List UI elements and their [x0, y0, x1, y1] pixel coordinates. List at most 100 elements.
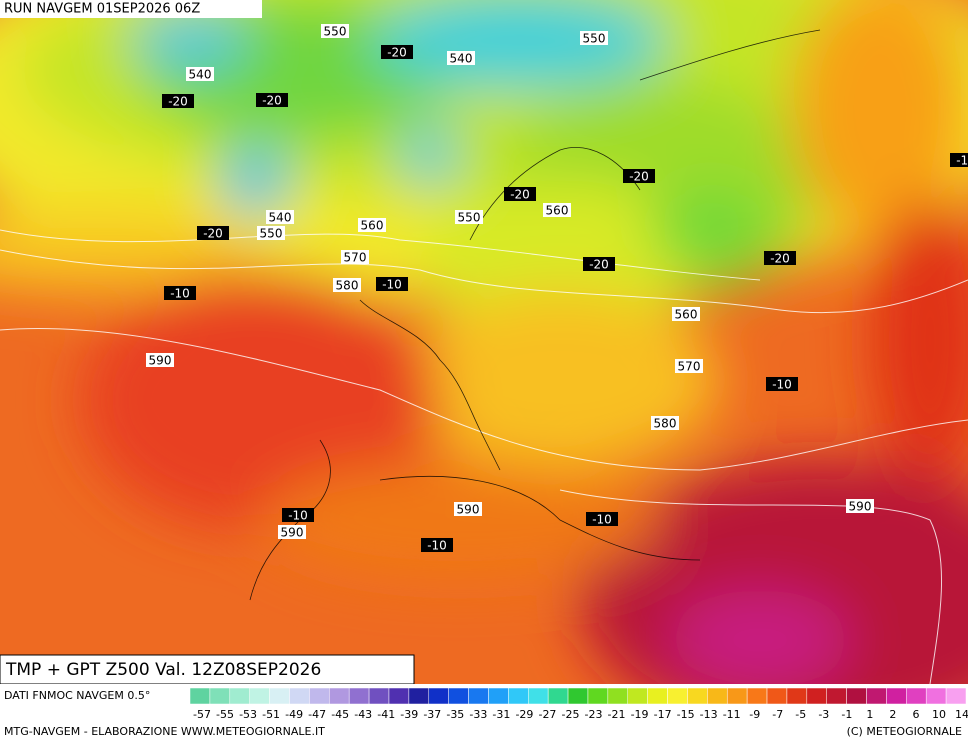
- gpt-label-bg: [455, 210, 483, 224]
- colorbar-label: -45: [331, 708, 349, 721]
- color-swatch: [249, 687, 270, 705]
- tmp-label-bg: [623, 169, 655, 183]
- tmp-label-bg: [950, 153, 968, 167]
- colorbar-label: -39: [400, 708, 418, 721]
- color-swatch: [209, 687, 231, 705]
- color-swatch: [746, 687, 768, 705]
- color-swatch: [408, 687, 430, 705]
- gpt-label: 590: [281, 526, 304, 540]
- color-swatch: [726, 687, 748, 705]
- color-swatch: [866, 687, 887, 705]
- color-swatch: [547, 687, 569, 705]
- colorbar-label: -47: [308, 708, 326, 721]
- colorbar-label: -21: [608, 708, 626, 721]
- colorbar-label: 1: [866, 708, 873, 721]
- gpt-label: 560: [361, 219, 384, 233]
- tmp-label: -20: [589, 258, 609, 272]
- tmp-label: -10: [288, 509, 308, 523]
- gpt-label: 590: [849, 500, 872, 514]
- gpt-label-bg: [672, 307, 700, 321]
- gpt-label: 570: [344, 251, 367, 265]
- gpt-label: 550: [583, 32, 606, 46]
- tmp-label: -20: [203, 227, 223, 241]
- tmp-label-bg: [764, 251, 796, 265]
- color-swatch: [925, 687, 947, 705]
- color-swatch: [348, 687, 370, 705]
- color-swatch: [906, 687, 927, 705]
- colorbar-label: -53: [239, 708, 257, 721]
- colorbar-label: -23: [585, 708, 603, 721]
- color-swatch: [368, 687, 390, 705]
- color-swatch: [945, 687, 967, 705]
- gpt-label-bg: [651, 416, 679, 430]
- color-swatch: [488, 687, 509, 705]
- color-swatch: [846, 687, 867, 705]
- color-swatch: [667, 687, 688, 705]
- color-swatch: [766, 687, 788, 705]
- colorbar-label: -51: [262, 708, 280, 721]
- tmp-label-bg: [381, 45, 413, 59]
- color-swatch: [468, 687, 489, 705]
- color-swatch: [786, 687, 808, 705]
- color-swatch: [309, 687, 330, 705]
- color-swatch: [189, 687, 211, 705]
- color-swatch: [607, 687, 628, 705]
- gpt-label-bg: [257, 226, 285, 240]
- gpt-label: 560: [675, 308, 698, 322]
- colorbar-label: -57: [193, 708, 211, 721]
- tmp-label-bg: [583, 257, 615, 271]
- color-swatch: [627, 687, 648, 705]
- colorbar-label: -3: [818, 708, 829, 721]
- credit: MTG-NAVGEM - ELABORAZIONE WWW.METEOGIORN…: [4, 725, 325, 738]
- color-swatch: [587, 687, 609, 705]
- tmp-label: -10: [170, 287, 190, 301]
- tmp-label: -20: [387, 46, 407, 60]
- colorbar-label: -41: [377, 708, 395, 721]
- tmp-label-bg: [586, 512, 618, 526]
- colorbar-label: 10: [932, 708, 946, 721]
- colorbar-label: -9: [749, 708, 760, 721]
- gpt-label: 560: [546, 204, 569, 218]
- colorbar-label: -33: [469, 708, 487, 721]
- gpt-label: 580: [654, 417, 677, 431]
- color-swatch: [886, 687, 907, 705]
- tmp-label: -20: [510, 188, 530, 202]
- colorbar-label: -7: [772, 708, 783, 721]
- colorbar-label: 2: [889, 708, 896, 721]
- gpt-label: 540: [189, 68, 212, 82]
- gpt-label: 570: [678, 360, 701, 374]
- tmp-label-bg: [282, 508, 314, 522]
- colorbar-label: -55: [216, 708, 234, 721]
- gpt-label-bg: [341, 250, 369, 264]
- gpt-label-bg: [321, 24, 349, 38]
- tmp-label: -10: [382, 278, 402, 292]
- color-swatch: [428, 687, 449, 705]
- gpt-label: 590: [457, 503, 480, 517]
- colorbar-label: -49: [285, 708, 303, 721]
- color-swatch: [269, 687, 290, 705]
- gpt-label-bg: [454, 502, 482, 516]
- tmp-label: -20: [168, 95, 188, 109]
- gpt-label-bg: [543, 203, 571, 217]
- color-swatch: [707, 687, 728, 705]
- color-swatch: [528, 687, 549, 705]
- gpt-label-bg: [186, 67, 214, 81]
- color-swatch: [388, 687, 410, 705]
- map-title: TMP + GPT Z500 Val. 12Z08SEP2026: [5, 660, 321, 680]
- gpt-label: 550: [260, 227, 283, 241]
- tmp-label: -10: [592, 513, 612, 527]
- source: DATI FNMOC NAVGEM 0.5°: [4, 689, 150, 702]
- gpt-label: 540: [450, 52, 473, 66]
- colorbar-label: -29: [515, 708, 533, 721]
- gpt-label-bg: [846, 499, 874, 513]
- color-swatch: [826, 687, 847, 705]
- gpt-label-bg: [358, 218, 386, 232]
- gpt-label-bg: [580, 31, 608, 45]
- gpt-label: 550: [458, 211, 481, 225]
- color-swatch: [229, 687, 250, 705]
- tmp-label-bg: [164, 286, 196, 300]
- gpt-label-bg: [278, 525, 306, 539]
- tmp-label-bg: [766, 377, 798, 391]
